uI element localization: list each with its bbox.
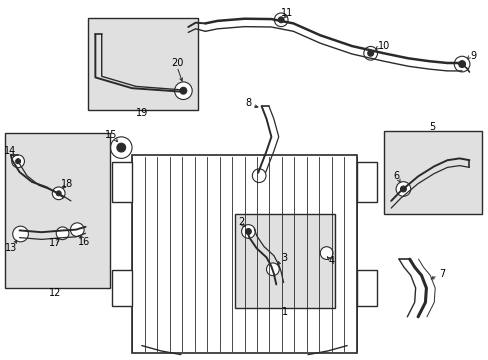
Circle shape xyxy=(16,159,20,164)
Text: 5: 5 xyxy=(429,122,435,132)
Bar xyxy=(88,18,198,110)
Text: 15: 15 xyxy=(105,130,118,140)
Bar xyxy=(132,155,356,353)
Text: 12: 12 xyxy=(49,288,61,298)
Text: 1: 1 xyxy=(281,307,287,317)
Text: 6: 6 xyxy=(392,171,398,181)
Text: 9: 9 xyxy=(469,51,475,61)
Text: 3: 3 xyxy=(281,253,287,264)
Circle shape xyxy=(180,87,186,94)
Text: 18: 18 xyxy=(61,179,74,189)
Circle shape xyxy=(70,223,84,237)
Circle shape xyxy=(458,60,465,68)
Circle shape xyxy=(395,182,410,196)
Circle shape xyxy=(252,169,265,183)
Circle shape xyxy=(174,82,192,99)
Text: 10: 10 xyxy=(377,41,389,51)
Text: 2: 2 xyxy=(238,217,244,227)
Text: 14: 14 xyxy=(3,146,16,156)
Text: 13: 13 xyxy=(4,243,17,253)
Circle shape xyxy=(400,186,406,192)
Bar xyxy=(356,270,376,306)
Text: 17: 17 xyxy=(48,238,61,248)
Text: 11: 11 xyxy=(281,8,293,18)
Circle shape xyxy=(363,46,377,60)
Circle shape xyxy=(52,187,65,200)
Text: 8: 8 xyxy=(245,98,251,108)
Bar xyxy=(356,162,376,202)
Circle shape xyxy=(367,50,373,56)
Text: 20: 20 xyxy=(170,58,183,68)
Circle shape xyxy=(274,13,287,27)
Circle shape xyxy=(320,247,332,260)
Circle shape xyxy=(453,56,469,72)
Bar xyxy=(234,214,334,308)
Circle shape xyxy=(56,191,61,196)
Circle shape xyxy=(245,229,251,234)
Text: 19: 19 xyxy=(135,108,148,118)
Bar xyxy=(5,133,110,288)
Circle shape xyxy=(13,226,28,242)
Bar xyxy=(112,162,132,202)
Text: 16: 16 xyxy=(78,237,90,247)
Circle shape xyxy=(278,17,284,23)
Circle shape xyxy=(117,143,125,152)
Circle shape xyxy=(12,155,24,168)
Bar xyxy=(112,270,132,306)
Circle shape xyxy=(56,227,69,240)
Bar xyxy=(383,131,481,214)
Circle shape xyxy=(266,263,279,276)
Text: 4: 4 xyxy=(328,256,334,266)
Text: 7: 7 xyxy=(439,269,445,279)
Circle shape xyxy=(110,137,132,158)
Circle shape xyxy=(241,225,255,238)
